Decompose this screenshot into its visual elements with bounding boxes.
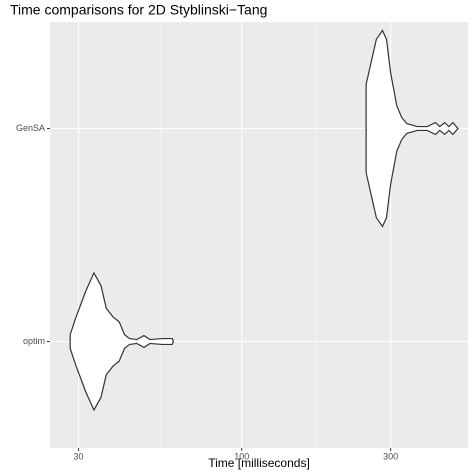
violin xyxy=(365,29,459,228)
x-axis-title: Time [milliseconds] xyxy=(208,456,310,470)
x-tick-label: 100 xyxy=(234,451,249,461)
y-tick-label: optim xyxy=(23,336,45,346)
panel xyxy=(50,22,468,448)
x-tick-label: 300 xyxy=(383,451,398,461)
chart-title: Time comparisons for 2D Styblinski−Tang xyxy=(10,2,267,18)
x-tick-label: 30 xyxy=(74,451,84,461)
violin xyxy=(69,271,175,412)
y-tick-label: GenSA xyxy=(16,123,45,133)
